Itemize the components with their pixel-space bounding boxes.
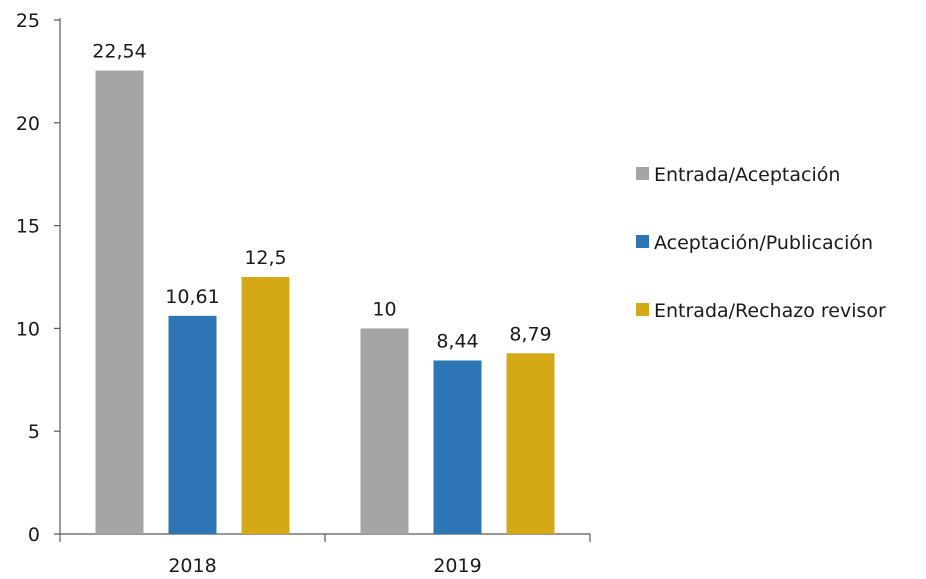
data-label: 10	[372, 298, 396, 320]
bar	[95, 70, 144, 534]
legend-swatch	[636, 235, 649, 248]
data-label: 8,79	[509, 323, 551, 345]
bar	[168, 315, 217, 534]
legend-label: Entrada/Rechazo revisor	[654, 300, 886, 322]
y-tick-label: 25	[16, 10, 40, 32]
legend: Entrada/Aceptación Aceptación/Publicación…	[636, 164, 886, 322]
y-tick-label: 0	[28, 524, 40, 546]
data-label: 12,5	[244, 247, 286, 269]
data-label: 22,54	[92, 41, 146, 63]
bars	[95, 70, 555, 534]
x-tick-label: 2019	[433, 555, 481, 577]
legend-label: Aceptación/Publicación	[654, 232, 873, 254]
x-tick-label: 2018	[168, 555, 216, 577]
y-tick-label: 10	[16, 318, 40, 340]
y-tick-label: 15	[16, 216, 40, 238]
bar	[241, 277, 290, 534]
axes: 0 5 10 15 20 25 2018 2019	[16, 10, 591, 577]
y-tick-label: 5	[28, 421, 40, 443]
legend-swatch	[636, 167, 649, 180]
legend-swatch	[636, 303, 649, 316]
data-label: 10,61	[165, 286, 219, 308]
bar	[506, 353, 555, 534]
data-label: 8,44	[436, 330, 478, 352]
bar	[433, 360, 482, 534]
y-tick-label: 20	[16, 113, 40, 135]
data-labels: 22,54 10,61 12,5 10 8,44 8,79	[92, 41, 551, 353]
bar	[360, 328, 409, 534]
legend-label: Entrada/Aceptación	[654, 164, 840, 186]
